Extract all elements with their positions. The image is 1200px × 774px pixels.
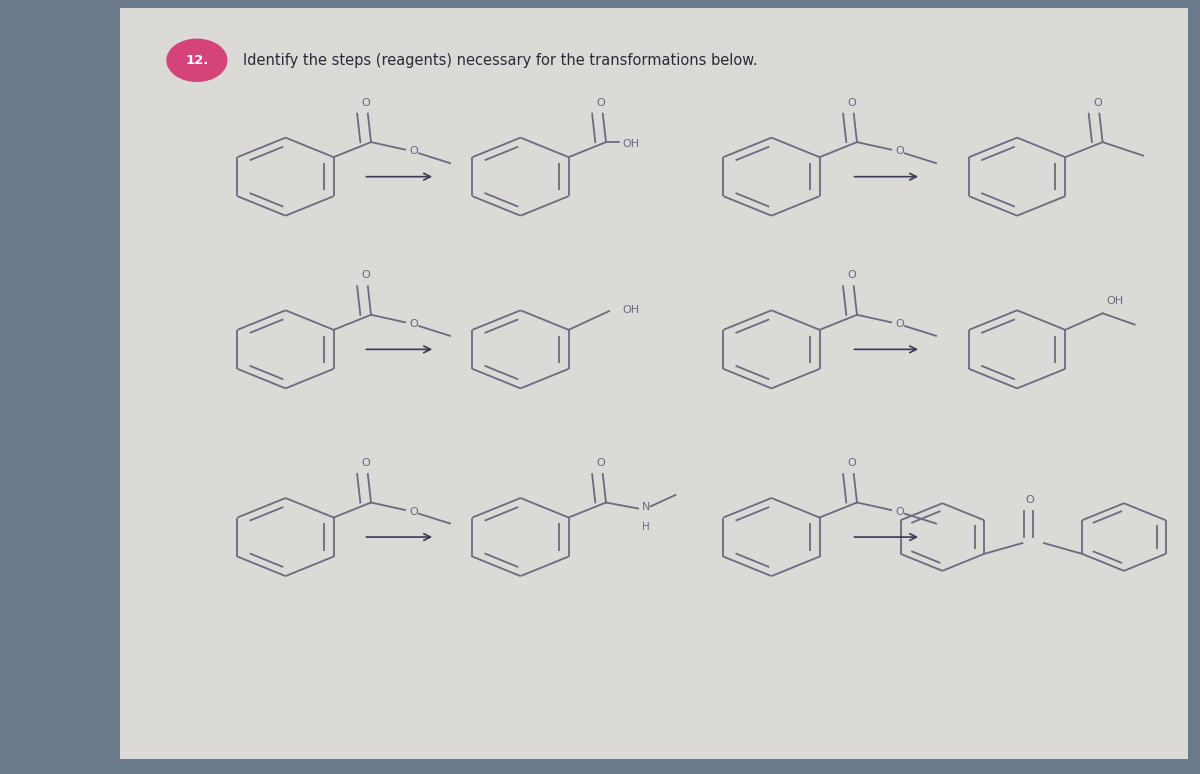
Text: 12.: 12.: [185, 54, 209, 67]
Text: OH: OH: [622, 139, 640, 149]
Text: H: H: [642, 522, 650, 532]
Text: O: O: [895, 319, 904, 329]
Text: Identify the steps (reagents) necessary for the transformations below.: Identify the steps (reagents) necessary …: [242, 53, 757, 68]
Text: O: O: [1093, 98, 1102, 108]
Circle shape: [167, 39, 227, 81]
Text: O: O: [361, 270, 370, 280]
Text: OH: OH: [1106, 296, 1124, 306]
Text: O: O: [596, 458, 605, 468]
Text: O: O: [409, 319, 419, 329]
Text: OH: OH: [622, 304, 640, 314]
Text: O: O: [361, 458, 370, 468]
Text: O: O: [895, 506, 904, 516]
Text: O: O: [847, 98, 856, 108]
Text: O: O: [895, 146, 904, 156]
Text: O: O: [847, 270, 856, 280]
Text: O: O: [409, 146, 419, 156]
Text: N: N: [642, 502, 650, 512]
Text: O: O: [847, 458, 856, 468]
Text: O: O: [1026, 495, 1034, 505]
Text: O: O: [361, 98, 370, 108]
Text: O: O: [409, 506, 419, 516]
Text: O: O: [596, 98, 605, 108]
